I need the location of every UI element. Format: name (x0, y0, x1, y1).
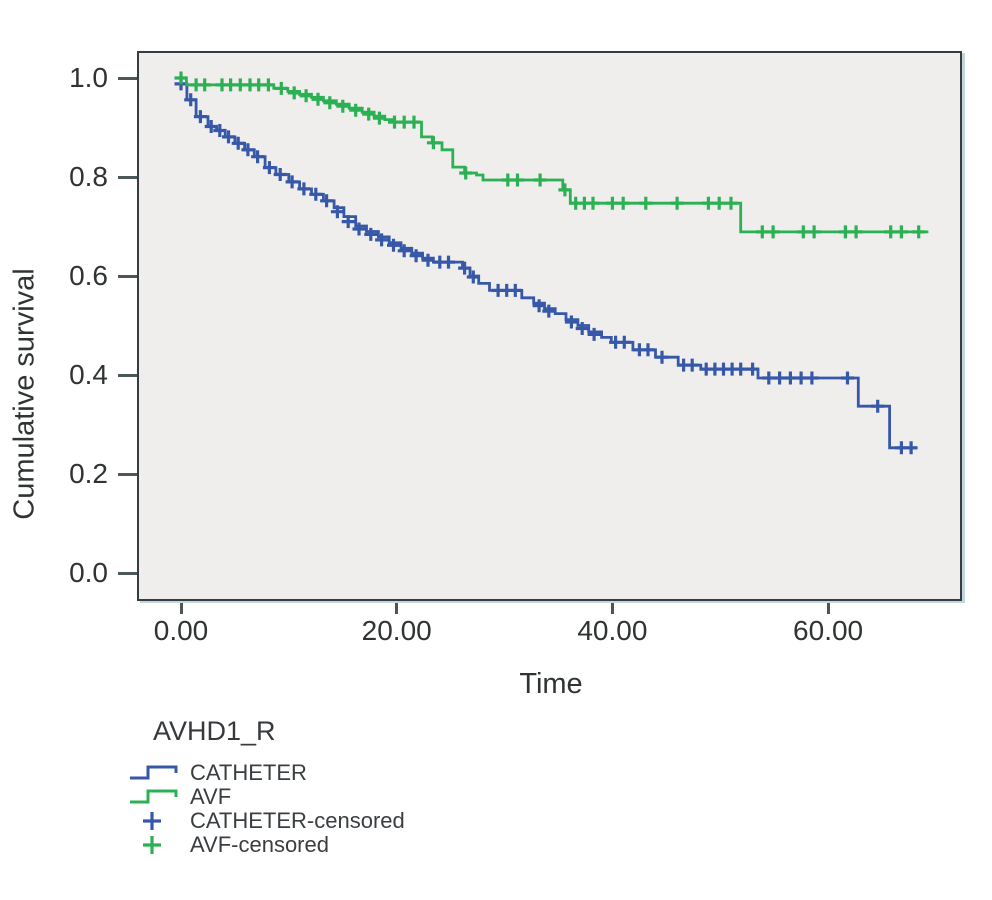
y-axis-tick (118, 472, 137, 476)
legend-item-avf-censored: AVF-censored (128, 832, 600, 857)
survival-curve-avf (181, 76, 929, 234)
legend-step-line-icon (130, 765, 178, 780)
y-axis-tick (118, 76, 137, 80)
survival-curve-catheter (181, 82, 917, 450)
x-axis-tick (395, 603, 399, 614)
plot-area (137, 51, 962, 601)
x-axis-tick (179, 603, 183, 614)
y-axis-tick-label: 1.0 (69, 62, 108, 93)
x-axis-tick (826, 603, 830, 614)
censor-marks-avf (174, 71, 926, 239)
y-axis-tick (118, 373, 137, 377)
y-axis-tick (118, 175, 137, 179)
legend-step-line-icon (130, 789, 178, 804)
legend-rows: CATHETER AVF CATHETER-censored AVF-censored (128, 760, 600, 857)
x-axis-tick (610, 603, 614, 614)
x-axis-title: Time (519, 668, 583, 700)
legend-item-label: AVF-censored (190, 832, 329, 857)
x-axis-tick-label: 20.00 (361, 615, 432, 646)
x-axis-tick-label: 60.00 (793, 615, 864, 646)
legend-item-label: CATHETER (190, 760, 307, 785)
legend-item-label: CATHETER-censored (190, 808, 405, 833)
legend-censored-plus-icon (143, 836, 161, 854)
legend-title: AVHD1_R (153, 716, 276, 746)
y-axis-tick (118, 274, 137, 278)
legend-item-catheter-censored: CATHETER-censored (128, 808, 600, 833)
legend-censored-plus-icon (143, 812, 161, 830)
x-axis-tick-label: 0.00 (153, 615, 209, 646)
legend: AVHD1_R CATHETER AVF CATHETER-censored AVF-… (0, 716, 600, 857)
y-axis-tick-label: 0.8 (69, 161, 108, 192)
y-axis-tick (118, 571, 137, 575)
y-axis-tick-label: 0.0 (69, 557, 108, 588)
censor-marks-catheter (174, 77, 918, 455)
legend-item-avf: AVF (128, 784, 600, 809)
x-axis-tick-label: 40.00 (577, 615, 648, 646)
legend-item-catheter: CATHETER (128, 760, 600, 785)
y-axis-tick-label: 0.6 (69, 260, 108, 291)
y-axis-tick-label: 0.2 (69, 458, 108, 489)
legend-item-label: AVF (190, 784, 232, 809)
survival-curves-svg (174, 71, 929, 455)
y-axis-tick-label: 0.4 (69, 359, 108, 390)
